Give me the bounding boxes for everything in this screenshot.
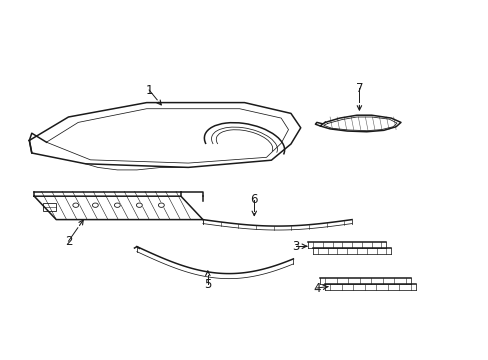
Text: 5: 5 — [203, 278, 211, 291]
Text: 7: 7 — [355, 82, 363, 95]
Circle shape — [114, 203, 120, 207]
Bar — [42, 203, 56, 211]
Text: 3: 3 — [291, 240, 299, 253]
Circle shape — [158, 203, 164, 207]
Text: 2: 2 — [64, 235, 72, 248]
Text: 6: 6 — [250, 193, 258, 206]
Circle shape — [92, 203, 98, 207]
Text: 4: 4 — [312, 282, 320, 294]
Circle shape — [136, 203, 142, 207]
Circle shape — [73, 203, 79, 207]
Text: 1: 1 — [145, 84, 153, 96]
